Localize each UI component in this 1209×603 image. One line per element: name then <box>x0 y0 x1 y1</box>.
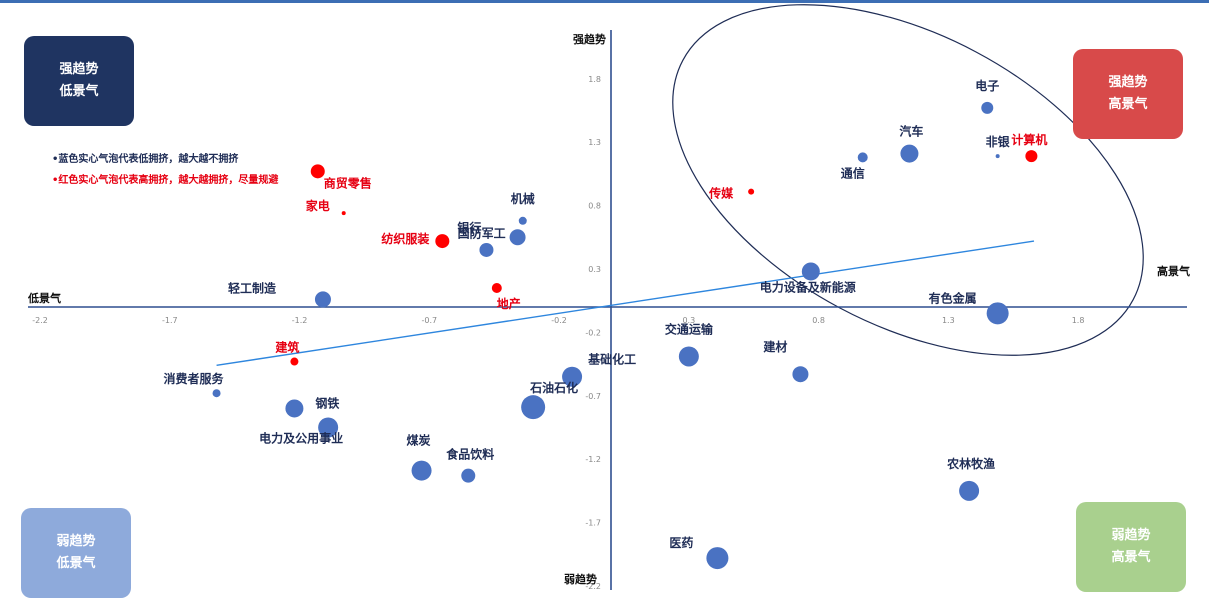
quadrant-bottom-left-line1: 弱趋势 <box>56 534 96 549</box>
legend-note-blue: •蓝色实心气泡代表低拥挤，越大越不拥挤 <box>52 154 239 165</box>
bubble-label: 医药 <box>669 535 693 550</box>
bubble-label: 建筑 <box>274 340 299 355</box>
bubble-point <box>479 242 494 257</box>
bubble-label: 交通运输 <box>665 321 714 336</box>
bubble-label: 消费者服务 <box>164 371 225 386</box>
bubble-point <box>1025 150 1038 163</box>
bubble-label: 非银 <box>986 134 1011 149</box>
x-tick-label: 0.8 <box>812 316 825 325</box>
trend-line <box>216 240 1035 367</box>
quadrant-top-right-line1: 强趋势 <box>1108 75 1148 90</box>
x-tick-label: -1.2 <box>292 316 308 325</box>
quadrant-bottom-left-line2: 低景气 <box>56 556 96 571</box>
bubble-point <box>959 480 980 501</box>
bubble-point <box>509 229 526 246</box>
bubble-label: 钢铁 <box>315 395 339 410</box>
y-tick-label: 0.3 <box>588 265 601 274</box>
bubble-point <box>986 302 1009 325</box>
bubble-point <box>995 154 1000 159</box>
bubble-label: 煤炭 <box>407 433 431 448</box>
bubble-point <box>290 357 299 366</box>
x-tick-label: -1.7 <box>162 316 178 325</box>
x-tick-label: 1.8 <box>1072 316 1085 325</box>
quadrant-bottom-right-line2: 高景气 <box>1111 550 1151 565</box>
bubble-point <box>748 188 755 195</box>
x-tick-label: 1.3 <box>942 316 955 325</box>
quadrant-bottom-right-line1: 弱趋势 <box>1111 528 1151 543</box>
bubble-point <box>678 346 699 367</box>
y-tick-label: -1.7 <box>585 519 601 528</box>
legend-note-red: •红色实心气泡代表高拥挤，越大越拥挤，尽量规避 <box>52 175 279 186</box>
y-tick-label: 0.8 <box>588 202 601 211</box>
bubble-point <box>801 262 820 281</box>
y-tick-label: -1.2 <box>585 455 601 464</box>
bubble-point <box>562 366 583 387</box>
x-tick-label: 0.3 <box>682 316 695 325</box>
bubble-point <box>706 547 729 570</box>
bubble-label: 有色金属 <box>929 290 977 305</box>
bubble-label: 地产 <box>497 296 521 311</box>
bubble-point <box>411 460 432 481</box>
y-tick-label: -0.2 <box>585 328 601 337</box>
bubble-point <box>461 468 476 483</box>
bubble-label: 农林牧渔 <box>946 456 995 471</box>
x-tick-label: -2.2 <box>32 316 48 325</box>
bubble-point <box>491 282 502 293</box>
bubble-label: 计算机 <box>1011 132 1047 147</box>
bubble-label: 电子 <box>975 78 999 93</box>
x-axis-low-label: 低景气 <box>27 291 61 305</box>
bubble-point <box>341 211 346 216</box>
bubble-label: 机械 <box>511 191 535 206</box>
quadrant-top-left-line2: 低景气 <box>59 84 99 99</box>
quadrant-box-top-right: 强趋势 高景气 <box>1073 49 1183 139</box>
bubble-point <box>212 389 221 398</box>
bubble-label: 石油石化 <box>529 380 578 395</box>
bubble-label: 建材 <box>762 339 787 354</box>
y-tick-label: -2.2 <box>585 582 601 591</box>
bubble-label: 银行 <box>457 220 481 235</box>
y-tick-label: 1.8 <box>588 75 601 84</box>
y-axis-high-label: 强趋势 <box>573 32 606 46</box>
bubble-point <box>792 366 809 383</box>
bubble-label: 家电 <box>306 198 330 213</box>
quadrant-box-top-left: 强趋势 低景气 <box>24 36 134 126</box>
bubble-point <box>285 399 304 418</box>
bubble-label: 传媒 <box>708 186 734 201</box>
bubble-point <box>314 291 331 308</box>
bubble-label: 商贸零售 <box>324 175 372 190</box>
y-axis-low-label: 弱趋势 <box>564 572 597 586</box>
y-tick-label: 1.3 <box>588 138 601 147</box>
bubble-label: 基础化工 <box>587 352 636 367</box>
bubble-point <box>318 417 339 438</box>
quadrant-box-bottom-left: 弱趋势 低景气 <box>21 508 131 598</box>
bubble-point <box>518 216 527 225</box>
highlight-ellipse <box>672 4 1144 356</box>
bubble-label: 纺织服装 <box>381 231 429 246</box>
bubble-label: 国防军工 <box>458 225 506 240</box>
bubble-label: 食品饮料 <box>445 447 494 462</box>
bubble-point <box>435 234 450 249</box>
x-axis-high-label: 高景气 <box>1157 264 1190 278</box>
quadrant-top-right-line2: 高景气 <box>1108 97 1148 112</box>
bubble-point <box>857 152 868 163</box>
bubble-label: 汽车 <box>899 124 923 139</box>
x-tick-label: -0.2 <box>551 316 567 325</box>
y-tick-label: -0.7 <box>585 392 601 401</box>
quadrant-top-left-line1: 强趋势 <box>59 62 99 77</box>
bubble-point <box>310 164 325 179</box>
bubble-label: 电力设备及新能源 <box>760 279 856 294</box>
bubble-label: 电力及公用事业 <box>259 430 343 445</box>
quadrant-box-bottom-right: 弱趋势 高景气 <box>1076 502 1186 592</box>
top-border <box>0 0 1209 3</box>
bubble-point <box>981 101 994 114</box>
bubble-point <box>900 144 919 163</box>
x-tick-label: -0.7 <box>422 316 438 325</box>
bubble-point <box>521 395 546 420</box>
bubble-label: 通信 <box>841 165 865 180</box>
bubble-label: 轻工制造 <box>228 280 277 295</box>
